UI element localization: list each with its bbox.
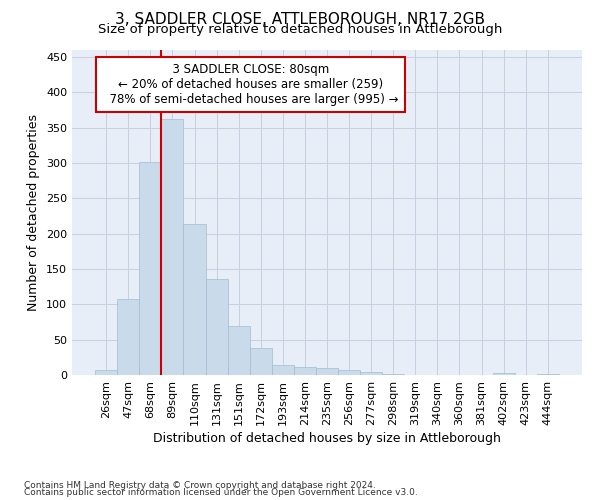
Bar — [537, 374, 559, 375]
Bar — [250, 348, 272, 375]
Bar — [382, 374, 404, 375]
Text: Size of property relative to detached houses in Attleborough: Size of property relative to detached ho… — [98, 22, 502, 36]
Y-axis label: Number of detached properties: Number of detached properties — [28, 114, 40, 311]
Bar — [95, 370, 117, 375]
Bar — [227, 326, 250, 375]
Bar — [117, 298, 139, 375]
Bar — [206, 279, 227, 375]
Bar — [184, 224, 206, 375]
Text: 3 SADDLER CLOSE: 80sqm  
← 20% of detached houses are smaller (259)
  78% of sem: 3 SADDLER CLOSE: 80sqm ← 20% of detached… — [102, 63, 399, 106]
Bar — [139, 162, 161, 375]
Text: Contains HM Land Registry data © Crown copyright and database right 2024.: Contains HM Land Registry data © Crown c… — [24, 480, 376, 490]
X-axis label: Distribution of detached houses by size in Attleborough: Distribution of detached houses by size … — [153, 432, 501, 445]
Bar — [272, 365, 294, 375]
Text: 3, SADDLER CLOSE, ATTLEBOROUGH, NR17 2GB: 3, SADDLER CLOSE, ATTLEBOROUGH, NR17 2GB — [115, 12, 485, 28]
Bar — [294, 367, 316, 375]
Bar — [316, 368, 338, 375]
Text: Contains public sector information licensed under the Open Government Licence v3: Contains public sector information licen… — [24, 488, 418, 497]
Bar — [161, 119, 184, 375]
Bar — [493, 373, 515, 375]
Bar — [338, 370, 360, 375]
Bar — [360, 372, 382, 375]
